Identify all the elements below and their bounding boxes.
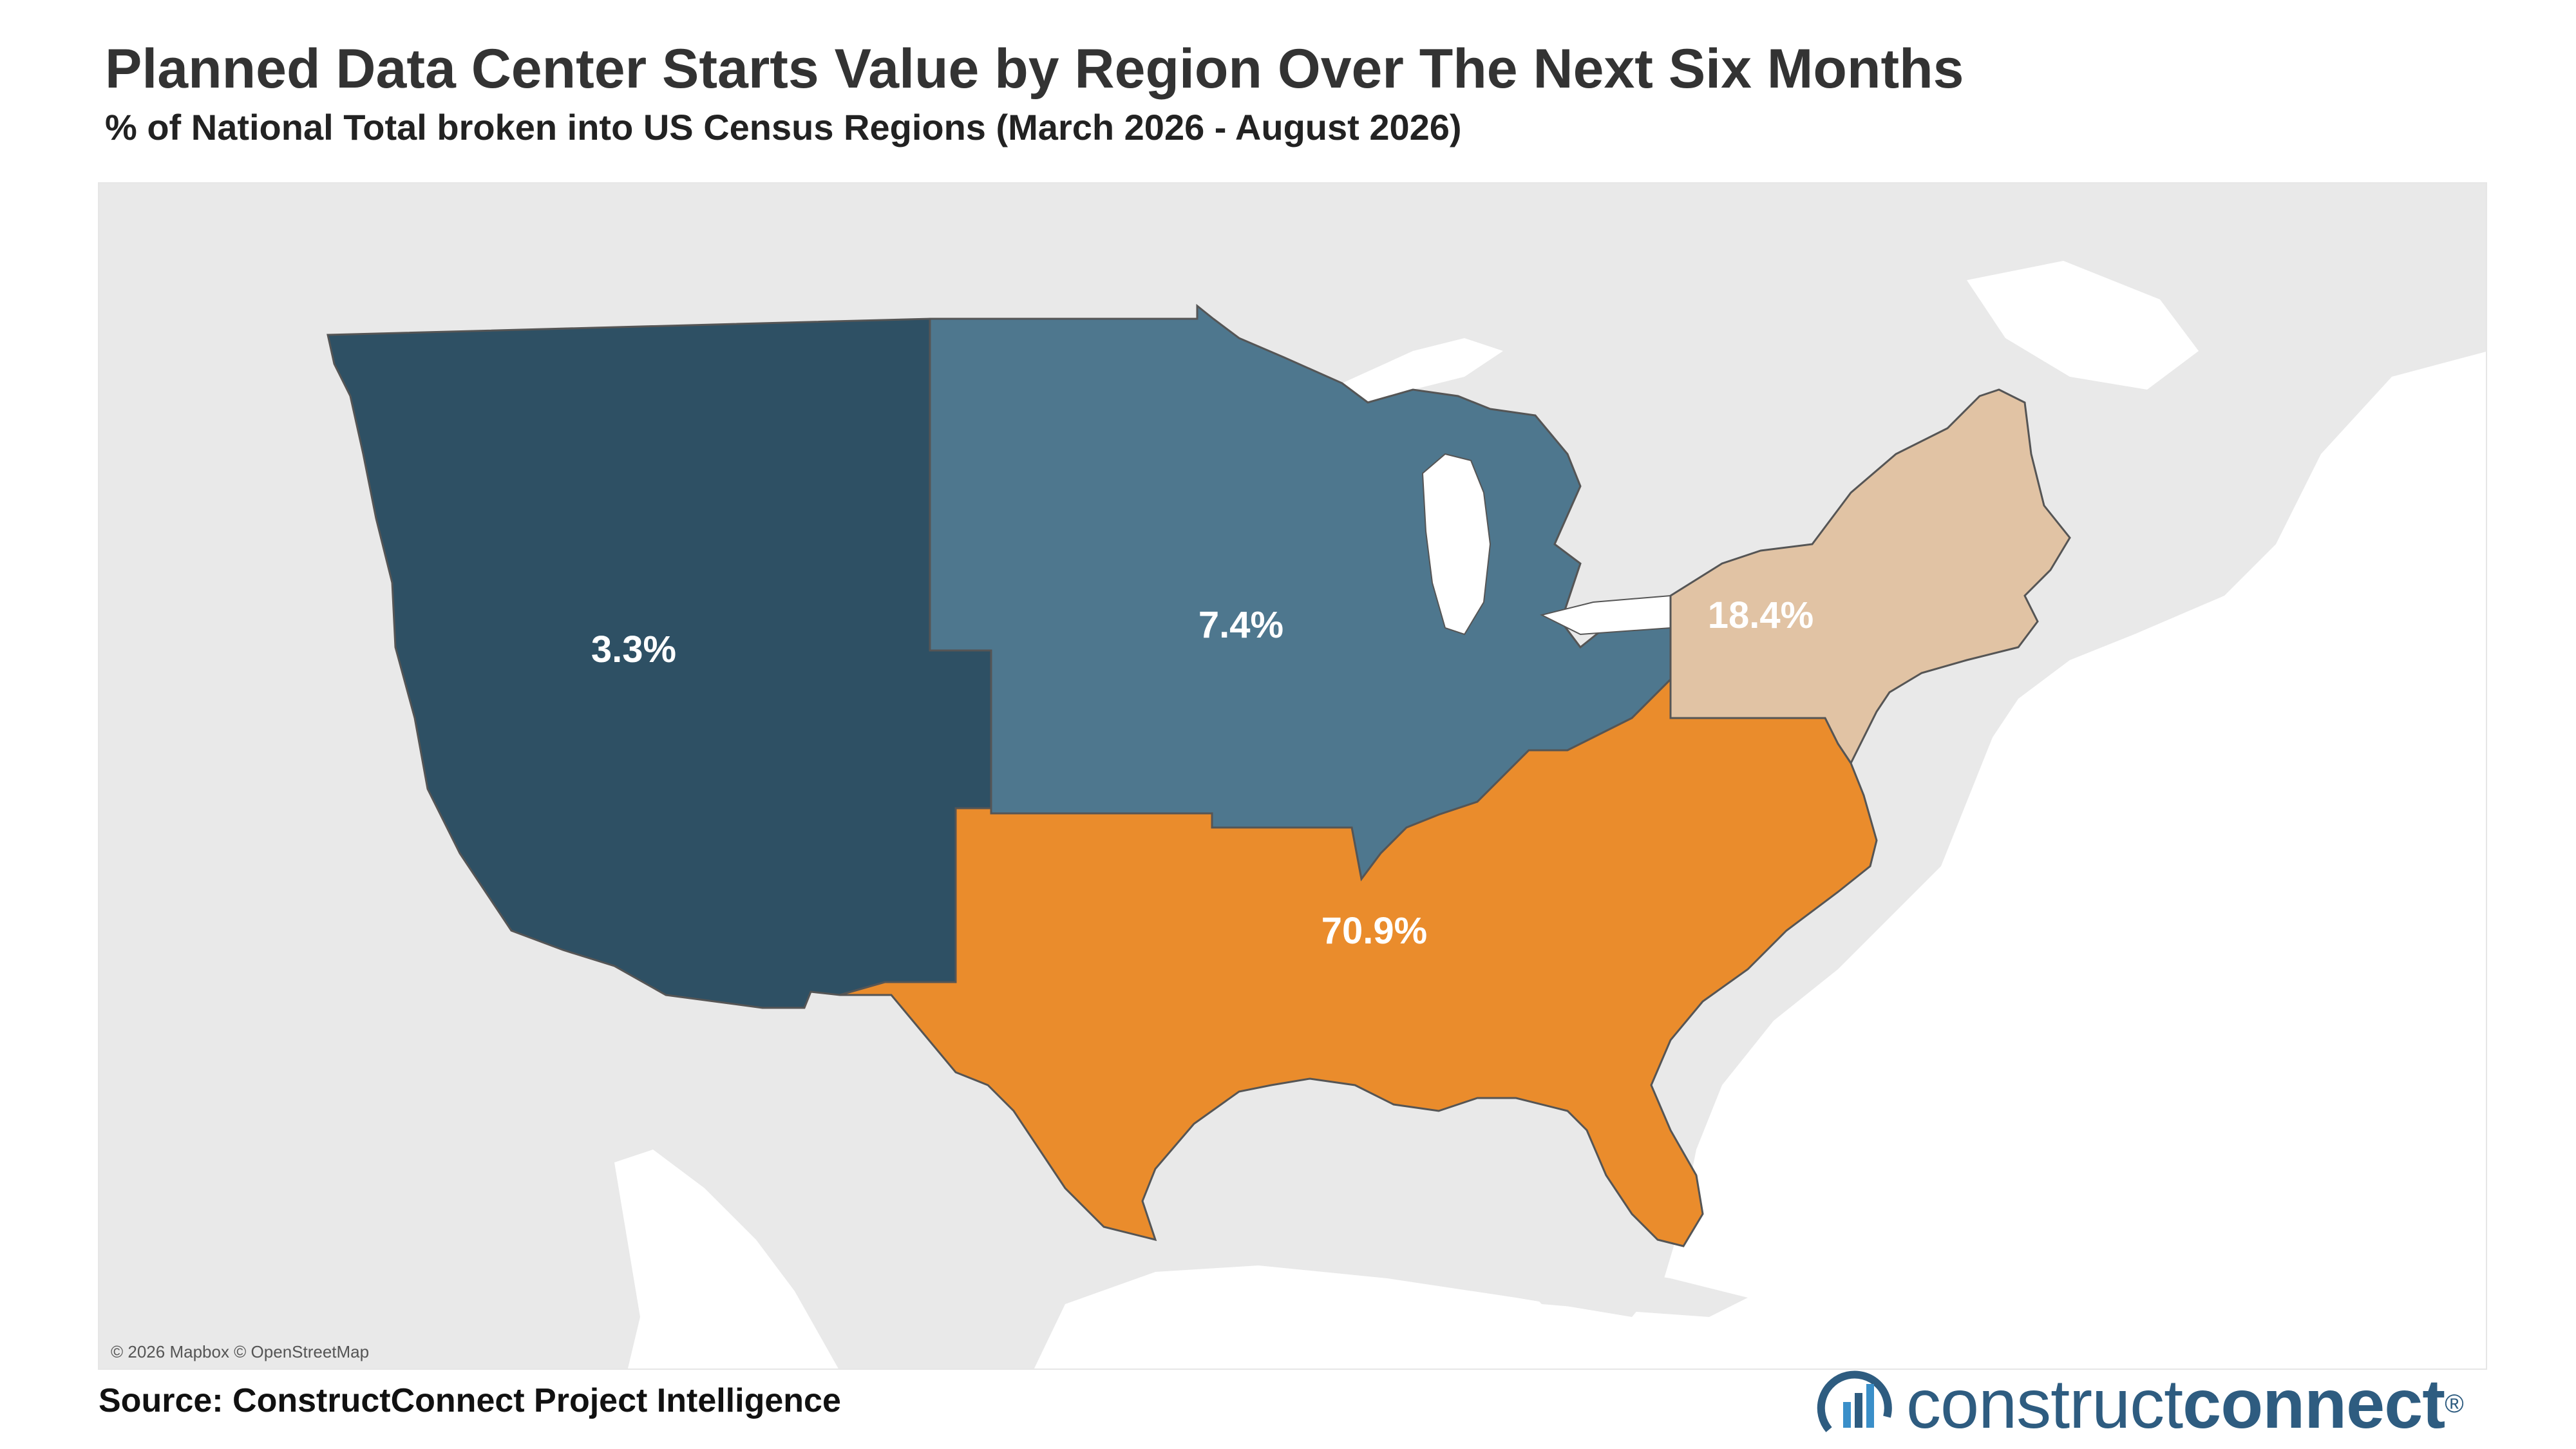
map-attribution[interactable]: © 2026 Mapbox © OpenStreetMap: [111, 1342, 370, 1361]
basemap-lake-michigan: [1421, 453, 1492, 636]
map-svg[interactable]: 3.3% 7.4% 18.4% 70.9%: [99, 184, 2487, 1370]
basemap-hudson-water: [1967, 261, 2199, 390]
constructconnect-logo: constructconnect®: [1816, 1368, 2492, 1439]
basemap-lake-superior: [1342, 338, 1503, 402]
source-note: Source: ConstructConnect Project Intelli…: [99, 1382, 841, 1419]
page-title: Planned Data Center Starts Value by Regi…: [105, 38, 1964, 100]
map-container[interactable]: 3.3% 7.4% 18.4% 70.9% © 2026 Mapbox © Op…: [98, 182, 2487, 1370]
region-south[interactable]: [839, 677, 1878, 1247]
logo-word-construct: construct: [1906, 1365, 2183, 1443]
logo-registered-mark: ®: [2445, 1390, 2464, 1418]
basemap-cuba: [1516, 1265, 1748, 1317]
logo-wordmark: constructconnect®: [1906, 1368, 2464, 1439]
logo-mark-icon: [1817, 1370, 1892, 1432]
label-south: 70.9%: [1321, 910, 1427, 952]
label-northeast: 18.4%: [1708, 594, 1814, 636]
label-west: 3.3%: [591, 629, 676, 670]
page-subtitle: % of National Total broken into US Censu…: [105, 107, 1462, 147]
logo-word-connect: connect: [2183, 1365, 2445, 1443]
label-midwest: 7.4%: [1198, 604, 1283, 646]
region-northeast[interactable]: [1669, 388, 2071, 765]
